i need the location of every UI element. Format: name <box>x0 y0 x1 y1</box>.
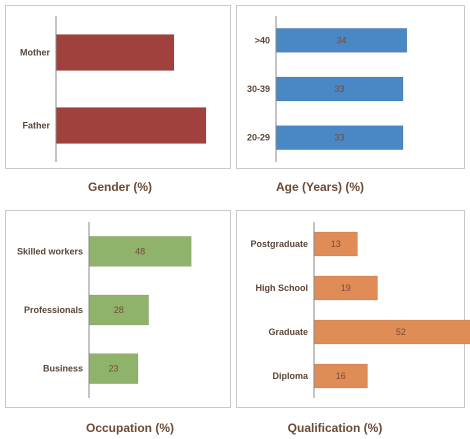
occupation-chart: Skilled workers 48 Professionals 28 Business… <box>17 222 192 398</box>
occupation-caption: Occupation (%) <box>85 421 174 435</box>
gender-category-label: Father <box>22 121 50 131</box>
qualification-bar <box>313 319 470 345</box>
age-category-label: 30-39 <box>247 84 270 94</box>
qualification-category-label: High School <box>256 283 309 293</box>
occupation-bar <box>88 353 139 384</box>
qualification-bar <box>313 231 358 257</box>
qualification-value-label: 13 <box>331 239 341 249</box>
age-caption: Age (Years) (%) <box>275 180 365 194</box>
occupation-value-label: 28 <box>114 305 124 315</box>
qualification-chart: Postgraduate 13 High School 19 Graduate 52 Dip… <box>250 222 470 398</box>
occupation-value-label: 48 <box>135 246 145 256</box>
gender-chart: Mother Father <box>20 16 207 162</box>
occupation-category-label: Skilled workers <box>17 246 83 256</box>
qualification-category-label: Graduate <box>268 327 308 337</box>
age-bar <box>275 28 408 53</box>
age-category-label: 20-29 <box>247 133 270 143</box>
age-chart: >40 34 30-39 33 20-29 33 <box>247 16 408 162</box>
age-bar <box>275 125 404 150</box>
qualification-bar <box>313 363 368 389</box>
age-category-label: >40 <box>255 35 270 45</box>
qualification-value-label: 19 <box>341 283 351 293</box>
qualification-category-label: Postgraduate <box>250 239 308 249</box>
occupation-bar <box>88 294 149 326</box>
age-value-label: 33 <box>335 84 345 94</box>
age-value-label: 34 <box>336 35 346 45</box>
gender-bar <box>55 34 175 71</box>
gender-caption: Gender (%) <box>87 180 152 194</box>
gender-bar <box>55 107 207 144</box>
qualification-caption: Qualification (%) <box>287 421 383 435</box>
qualification-category-label: Diploma <box>272 371 308 381</box>
qualification-bar <box>313 275 378 301</box>
occupation-category-label: Business <box>43 364 83 374</box>
occupation-bar <box>88 236 192 267</box>
age-bar <box>275 76 404 102</box>
gender-category-label: Mother <box>20 48 50 58</box>
qualification-value-label: 52 <box>396 327 406 337</box>
occupation-value-label: 23 <box>108 364 118 374</box>
occupation-category-label: Professionals <box>24 305 83 315</box>
age-value-label: 33 <box>335 133 345 143</box>
qualification-value-label: 16 <box>336 371 346 381</box>
